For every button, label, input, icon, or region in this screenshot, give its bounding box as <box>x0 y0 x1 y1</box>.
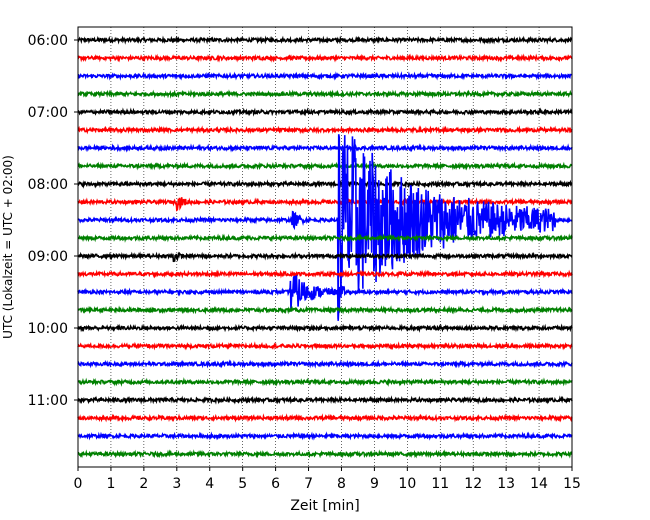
plot-background <box>78 27 572 467</box>
x-tick-label: 10 <box>398 476 416 492</box>
y-axis-label: UTC (Lokalzeit = UTC + 02:00) <box>1 155 15 339</box>
seismic-trace <box>77 431 573 441</box>
seismic-trace <box>77 107 573 117</box>
x-tick-label: 9 <box>370 476 379 492</box>
seismic-trace <box>77 233 573 243</box>
x-tick-label: 2 <box>139 476 148 492</box>
x-tick-label: 15 <box>563 476 581 492</box>
x-axis-ticks: 0 1 2 3 4 5 6 7 8 9 10 11 12 13 14 15 <box>74 467 581 492</box>
seismic-trace <box>77 161 573 171</box>
seismic-trace <box>77 53 573 63</box>
seismic-trace <box>77 269 573 279</box>
x-tick-label: 1 <box>106 476 115 492</box>
seismic-trace <box>77 197 573 212</box>
y-tick-label: 06:00 <box>28 33 68 49</box>
seismic-trace <box>77 179 573 189</box>
seismic-trace <box>77 251 573 263</box>
seismic-trace <box>77 134 573 319</box>
y-tick-label: 10:00 <box>28 321 68 337</box>
seismic-trace <box>77 377 573 387</box>
seismic-trace <box>77 395 573 405</box>
seismic-trace <box>77 341 573 351</box>
x-tick-label: 4 <box>205 476 214 492</box>
x-tick-label: 12 <box>464 476 482 492</box>
x-tick-label: 0 <box>74 476 83 492</box>
seismic-trace <box>77 323 573 333</box>
y-tick-label: 08:00 <box>28 177 68 193</box>
seismic-trace <box>77 89 573 99</box>
plot-frame <box>77 26 573 468</box>
y-axis-ticks: 06:00 07:00 08:00 09:00 10:00 11:00 <box>28 33 78 409</box>
seismic-trace <box>77 449 573 459</box>
seismic-trace <box>77 125 573 135</box>
y-tick-label: 11:00 <box>28 393 68 409</box>
seismic-trace <box>77 275 573 321</box>
x-tick-label: 8 <box>337 476 346 492</box>
y-tick-label: 07:00 <box>28 105 68 121</box>
x-tick-label: 14 <box>530 476 548 492</box>
x-tick-label: 7 <box>304 476 313 492</box>
x-tick-label: 13 <box>497 476 515 492</box>
y-tick-label: 09:00 <box>28 249 68 265</box>
seismic-trace <box>77 305 573 315</box>
x-tick-label: 5 <box>238 476 247 492</box>
seismic-trace <box>77 71 573 81</box>
seismic-trace <box>77 143 573 153</box>
seismic-trace <box>77 359 573 369</box>
x-tick-label: 3 <box>172 476 181 492</box>
trace-group <box>77 35 573 459</box>
seismic-trace <box>77 413 573 423</box>
x-tick-label: 6 <box>271 476 280 492</box>
x-axis-label: Zeit [min] <box>290 498 359 514</box>
x-tick-label: 11 <box>431 476 449 492</box>
vertical-grid <box>110 27 540 467</box>
seismic-trace <box>77 35 573 45</box>
